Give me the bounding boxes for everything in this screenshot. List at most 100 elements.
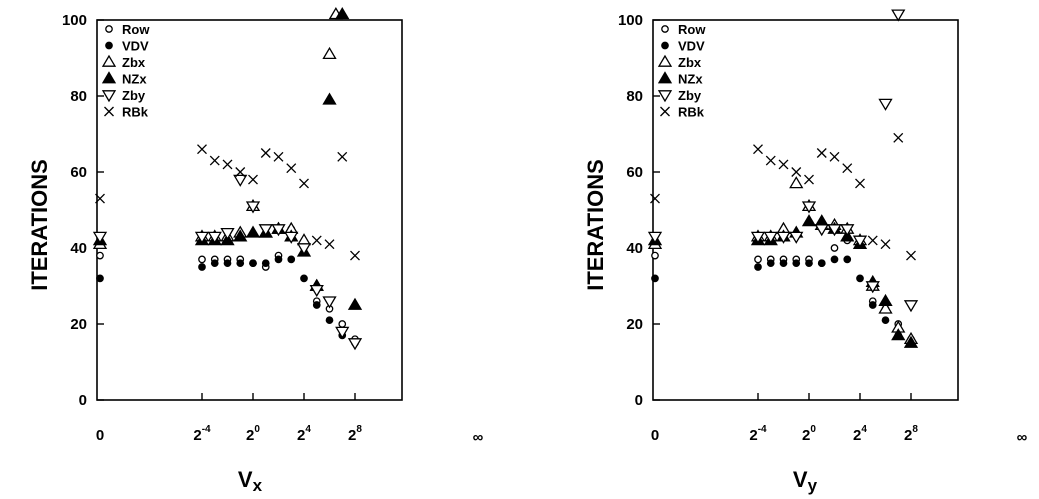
legend-label: Row	[122, 22, 150, 37]
data-point-zby	[271, 224, 286, 237]
data-point-zbx	[789, 176, 804, 189]
y-tick-label: 100	[62, 12, 87, 29]
data-point-row	[198, 255, 206, 264]
data-point-rbk	[299, 178, 309, 189]
data-point-rbk	[906, 250, 916, 261]
data-point-vdv	[856, 274, 864, 283]
data-point-zby	[92, 231, 108, 244]
data-point-vdv	[274, 255, 283, 264]
data-point-vdv	[223, 259, 232, 268]
legend-label: RBk	[122, 105, 149, 120]
legend-entry-zby: Zby	[657, 88, 702, 103]
y-tick-label: 100	[618, 12, 643, 29]
data-point-vdv	[779, 259, 788, 268]
data-point-rbk	[286, 163, 297, 174]
data-point-rbk	[222, 159, 233, 170]
data-point-zby	[207, 231, 222, 244]
data-point-zby	[296, 243, 312, 256]
data-point-zby	[789, 231, 804, 244]
data-point-vdv	[754, 263, 762, 271]
data-point-rbk	[765, 155, 776, 166]
legend-label: RBk	[678, 105, 705, 120]
data-point-zby	[750, 231, 766, 244]
data-point-rbk	[311, 235, 322, 246]
legend-entry-row: Row	[105, 22, 150, 37]
data-point-nzx	[335, 7, 350, 20]
x-tick-label: 20	[246, 424, 260, 444]
data-point-vdv	[766, 259, 775, 268]
x-axis-label: Vx	[238, 467, 263, 495]
data-point-rbk	[260, 148, 271, 158]
data-point-zby	[865, 281, 880, 294]
legend-label: Zbx	[678, 55, 702, 70]
data-point-nzx	[245, 225, 261, 238]
legend-label: Zby	[122, 88, 146, 103]
legend-entry-nzx: NZx	[657, 71, 703, 87]
legend-marker-row	[105, 25, 113, 33]
y-tick-label: 0	[635, 392, 643, 409]
x-tick-label: 20	[802, 424, 816, 444]
data-point-zby	[309, 284, 324, 298]
data-point-zby	[891, 9, 906, 22]
data-point-rbk	[95, 193, 105, 204]
legend-marker-vdv	[105, 41, 113, 50]
data-point-rbk	[816, 148, 827, 158]
data-point-rbk	[880, 239, 891, 250]
legend-label: Zby	[678, 88, 702, 103]
data-point-zby	[814, 224, 829, 237]
y-tick-label: 20	[626, 316, 643, 333]
legend-label: VDV	[122, 39, 149, 54]
data-point-vdv	[236, 259, 245, 268]
legend-marker-rbk	[104, 106, 114, 117]
legend-label: NZx	[678, 72, 703, 87]
data-point-vdv	[651, 274, 659, 283]
y-tick-label: 0	[79, 392, 87, 409]
data-point-zby	[322, 296, 337, 309]
legend-marker-nzx	[101, 71, 117, 84]
y-tick-label: 80	[70, 88, 87, 105]
data-point-nzx	[801, 214, 817, 227]
data-point-zby	[903, 300, 919, 313]
data-point-vdv	[805, 259, 813, 268]
x-tick-label: ∞	[1017, 429, 1028, 446]
y-tick-label: 40	[626, 240, 643, 257]
data-point-rbk	[650, 193, 660, 204]
y-tick-label: 20	[70, 316, 87, 333]
data-point-nzx	[903, 335, 919, 348]
legend-entry-row: Row	[661, 22, 706, 37]
y-tick-label: 40	[70, 240, 87, 257]
legend-entry-rbk: RBk	[660, 105, 705, 120]
series-rbk	[95, 144, 360, 261]
data-point-vdv	[881, 316, 890, 325]
legend-entry-zbx: Zbx	[657, 54, 702, 70]
x-tick-label: 0	[96, 427, 104, 444]
legend-label: NZx	[122, 72, 147, 87]
data-point-nzx	[878, 293, 893, 307]
y-tick-label: 80	[626, 88, 643, 105]
legend-marker-row	[661, 25, 669, 33]
legend-marker-zby	[657, 90, 673, 103]
data-point-vdv	[830, 255, 839, 264]
legend-label: Zbx	[122, 55, 146, 70]
legend-marker-nzx	[657, 71, 673, 84]
data-point-zby	[233, 174, 248, 187]
series-rbk	[650, 132, 916, 261]
data-point-zby	[801, 201, 817, 214]
chart-panel-vx: 0 20 40 60 80 100 0 2-4 20 24 28 ∞ Vx ITERATIONS Row VD…	[27, 7, 484, 495]
data-point-rbk	[791, 167, 802, 177]
y-axis-label: ITERATIONS	[27, 159, 52, 291]
data-point-rbk	[324, 239, 335, 250]
data-point-vdv	[817, 259, 826, 268]
data-point-row	[96, 251, 104, 260]
data-point-rbk	[842, 163, 853, 174]
legend-marker-zby	[101, 90, 117, 103]
data-point-vdv	[792, 259, 801, 268]
data-point-zby	[258, 224, 273, 237]
data-point-row	[651, 251, 659, 260]
data-point-row	[338, 320, 347, 328]
data-point-rbk	[893, 132, 904, 143]
data-point-zbx	[322, 46, 337, 60]
data-point-vdv	[287, 255, 296, 264]
data-point-rbk	[337, 151, 348, 162]
